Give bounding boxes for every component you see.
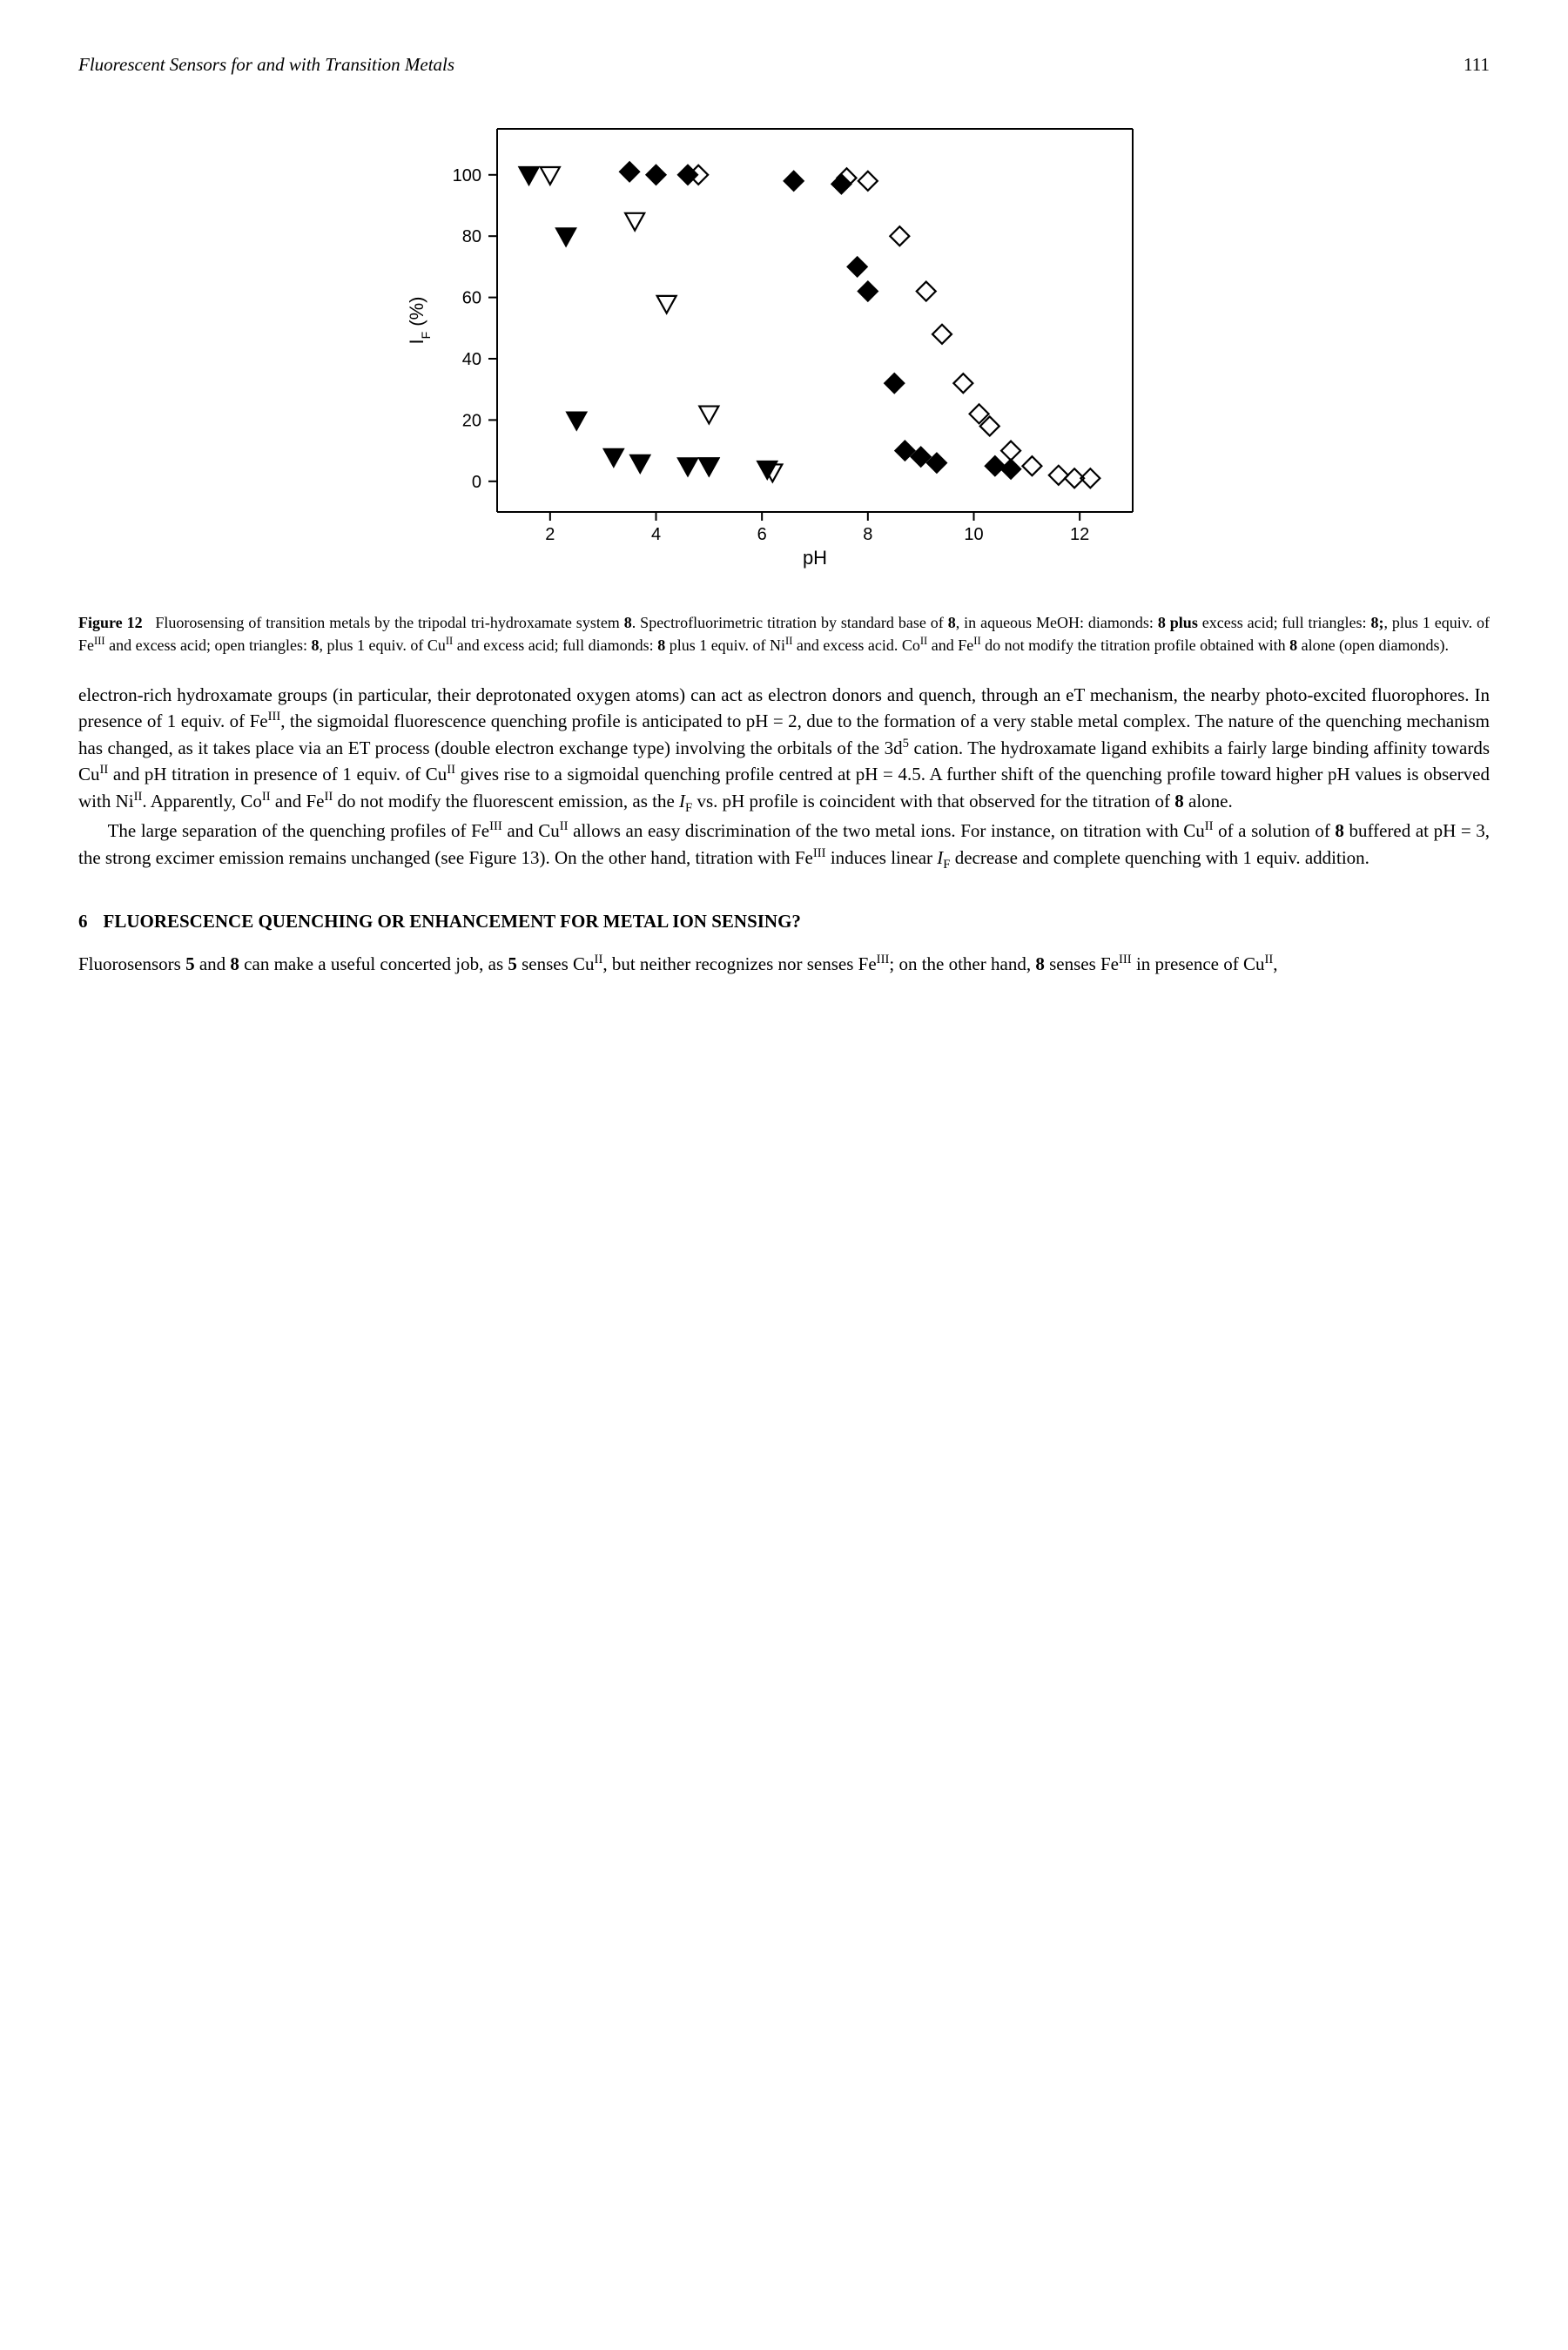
p3-g: senses Cu — [517, 953, 595, 974]
cap-s: and excess acid. Co — [792, 636, 919, 654]
p2-n: decrease and complete quenching with 1 e… — [950, 847, 1369, 868]
cap-y: alone (open diamonds). — [1297, 636, 1449, 654]
svg-text:IF (%): IF (%) — [406, 297, 433, 345]
svg-text:60: 60 — [461, 289, 481, 308]
cap-v: II — [973, 635, 980, 647]
cap-x: 8 — [1289, 636, 1297, 654]
caption-label: Figure 12 — [78, 614, 143, 631]
p1-o: do not modify the fluorescent emission, … — [333, 791, 679, 811]
p1-b: III — [268, 710, 281, 724]
svg-text:8: 8 — [863, 525, 872, 544]
cap-m: , plus 1 equiv. of Cu — [320, 636, 446, 654]
p3-f: 5 — [508, 953, 517, 974]
cap-l: 8 — [312, 636, 320, 654]
p3-h: II — [595, 953, 603, 966]
p3-p: II — [1264, 953, 1273, 966]
figure-caption: Figure 12 Fluorosensing of transition me… — [78, 612, 1490, 656]
p3-b: 5 — [185, 953, 195, 974]
running-head: Fluorescent Sensors for and with Transit… — [78, 52, 454, 77]
cap-o: and excess acid; full diamonds: — [453, 636, 657, 654]
svg-text:2: 2 — [545, 525, 555, 544]
p2-f: II — [1205, 819, 1214, 833]
svg-text:40: 40 — [461, 350, 481, 369]
p3-a: Fluorosensors — [78, 953, 185, 974]
svg-text:10: 10 — [964, 525, 983, 544]
p1-f: II — [100, 763, 109, 777]
svg-text:20: 20 — [461, 412, 481, 431]
cap-j: III — [94, 635, 105, 647]
svg-text:4: 4 — [650, 525, 660, 544]
svg-text:100: 100 — [452, 166, 481, 185]
p3-j: III — [877, 953, 890, 966]
p3-q: , — [1273, 953, 1277, 974]
p1-d: 5 — [903, 737, 909, 751]
p3-k: ; on the other hand, — [889, 953, 1035, 974]
cap-p: 8 — [657, 636, 665, 654]
body-para-2: The large separation of the quenching pr… — [78, 818, 1490, 874]
body-para-3: Fluorosensors 5 and 8 can make a useful … — [78, 951, 1490, 977]
cap-g: excess acid; full triangles: — [1198, 614, 1371, 631]
p1-m: and Fe — [271, 791, 325, 811]
p1-r: vs. pH profile is coincident with that o… — [692, 791, 1174, 811]
p3-m: senses Fe — [1045, 953, 1119, 974]
p2-h: 8 — [1335, 820, 1344, 841]
p3-l: 8 — [1035, 953, 1045, 974]
p3-c: and — [195, 953, 231, 974]
p2-e: allows an easy discrimination of the two… — [569, 820, 1205, 841]
page-header: Fluorescent Sensors for and with Transit… — [78, 52, 1490, 77]
p2-k: induces linear — [826, 847, 938, 868]
p1-k: . Apparently, Co — [142, 791, 261, 811]
p3-d: 8 — [230, 953, 239, 974]
p2-j: III — [813, 846, 826, 860]
section-title: FLUORESCENCE QUENCHING OR ENHANCEMENT FO… — [104, 909, 1491, 933]
p3-e: can make a useful concerted job, as — [239, 953, 508, 974]
cap-e: , in aqueous MeOH: diamonds: — [956, 614, 1158, 631]
p3-i: , but neither recognizes nor senses Fe — [602, 953, 876, 974]
cap-q: plus 1 equiv. of Ni — [665, 636, 785, 654]
p3-n: III — [1119, 953, 1132, 966]
body-para-1: electron-rich hydroxamate groups (in par… — [78, 682, 1490, 818]
p2-a: The large separation of the quenching pr… — [108, 820, 489, 841]
p2-c: and Cu — [502, 820, 560, 841]
chart-svg: 2 4 6 8 10 12 0 20 40 60 80 100 pH IF (%) — [384, 103, 1185, 590]
cap-k: and excess acid; open triangles: — [105, 636, 312, 654]
p1-s: 8 — [1174, 791, 1184, 811]
p2-g: of a solution of — [1214, 820, 1336, 841]
p3-o: in presence of Cu — [1132, 953, 1265, 974]
cap-t: II — [920, 635, 927, 647]
cap-d: 8 — [948, 614, 956, 631]
p1-g: and pH titration in presence of 1 equiv.… — [108, 764, 447, 784]
cap-b: 8 — [624, 614, 632, 631]
p2-d: II — [560, 819, 569, 833]
p1-l: II — [262, 790, 271, 804]
cap-w: do not modify the titration profile obta… — [981, 636, 1289, 654]
cap-h: 8; — [1370, 614, 1383, 631]
svg-text:80: 80 — [461, 228, 481, 247]
p1-j: II — [134, 790, 143, 804]
svg-text:6: 6 — [757, 525, 766, 544]
svg-text:12: 12 — [1070, 525, 1089, 544]
p1-h: II — [447, 763, 455, 777]
p1-p: I — [679, 791, 685, 811]
section-heading: 6 FLUORESCENCE QUENCHING OR ENHANCEMENT … — [78, 909, 1490, 933]
p2-b: III — [489, 819, 502, 833]
p1-t: alone. — [1184, 791, 1233, 811]
page-number: 111 — [1464, 52, 1490, 77]
svg-text:0: 0 — [471, 473, 481, 492]
cap-f: 8 plus — [1158, 614, 1198, 631]
svg-text:pH: pH — [802, 547, 826, 569]
section-number: 6 — [78, 909, 88, 933]
cap-a: Fluorosensing of transition metals by th… — [155, 614, 623, 631]
cap-c: . Spectrofluorimetric titration by stand… — [632, 614, 948, 631]
p1-q: F — [685, 801, 692, 815]
cap-n: II — [446, 635, 453, 647]
cap-u: and Fe — [927, 636, 973, 654]
p1-n: II — [324, 790, 333, 804]
figure-12: 2 4 6 8 10 12 0 20 40 60 80 100 pH IF (%) — [78, 103, 1490, 590]
